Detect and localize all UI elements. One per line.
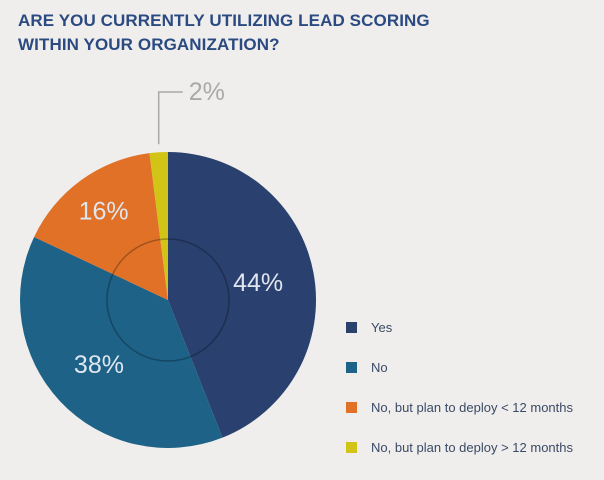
pie-slice-no-but-plan-to-deploy-12-months [34, 153, 168, 300]
callout-line [157, 91, 183, 145]
legend-swatch [346, 441, 357, 453]
small-slice-callout: 2% [157, 78, 225, 145]
legend-item: No [346, 358, 388, 376]
legend-swatch [346, 321, 357, 333]
pie-slice-no [19, 236, 223, 448]
legend-item: No, but plan to deploy < 12 months [346, 398, 573, 416]
legend-label: No, but plan to deploy > 12 months [371, 439, 573, 455]
center-ring [106, 238, 230, 362]
slice-label: 44% [233, 269, 283, 297]
legend-swatch [346, 401, 357, 413]
chart-title: ARE YOU CURRENTLY UTILIZING LEAD SCORING… [18, 11, 430, 54]
legend-label: Yes [371, 319, 393, 335]
slice-label: 16% [79, 197, 129, 225]
pie-slice-no-but-plan-to-deploy-12-months [149, 152, 168, 300]
legend-label: No [371, 359, 388, 375]
pie-slices [19, 152, 317, 448]
pie-slice-yes [168, 152, 317, 438]
slice-labels: 44% 38% 16% [74, 197, 283, 378]
slice-label: 2% [189, 78, 225, 106]
legend-item: No, but plan to deploy > 12 months [346, 438, 573, 456]
slice-label: 38% [74, 351, 124, 379]
legend-label: No, but plan to deploy < 12 months [371, 399, 573, 415]
legend-swatch [346, 361, 357, 373]
legend-item: Yes [346, 318, 392, 336]
